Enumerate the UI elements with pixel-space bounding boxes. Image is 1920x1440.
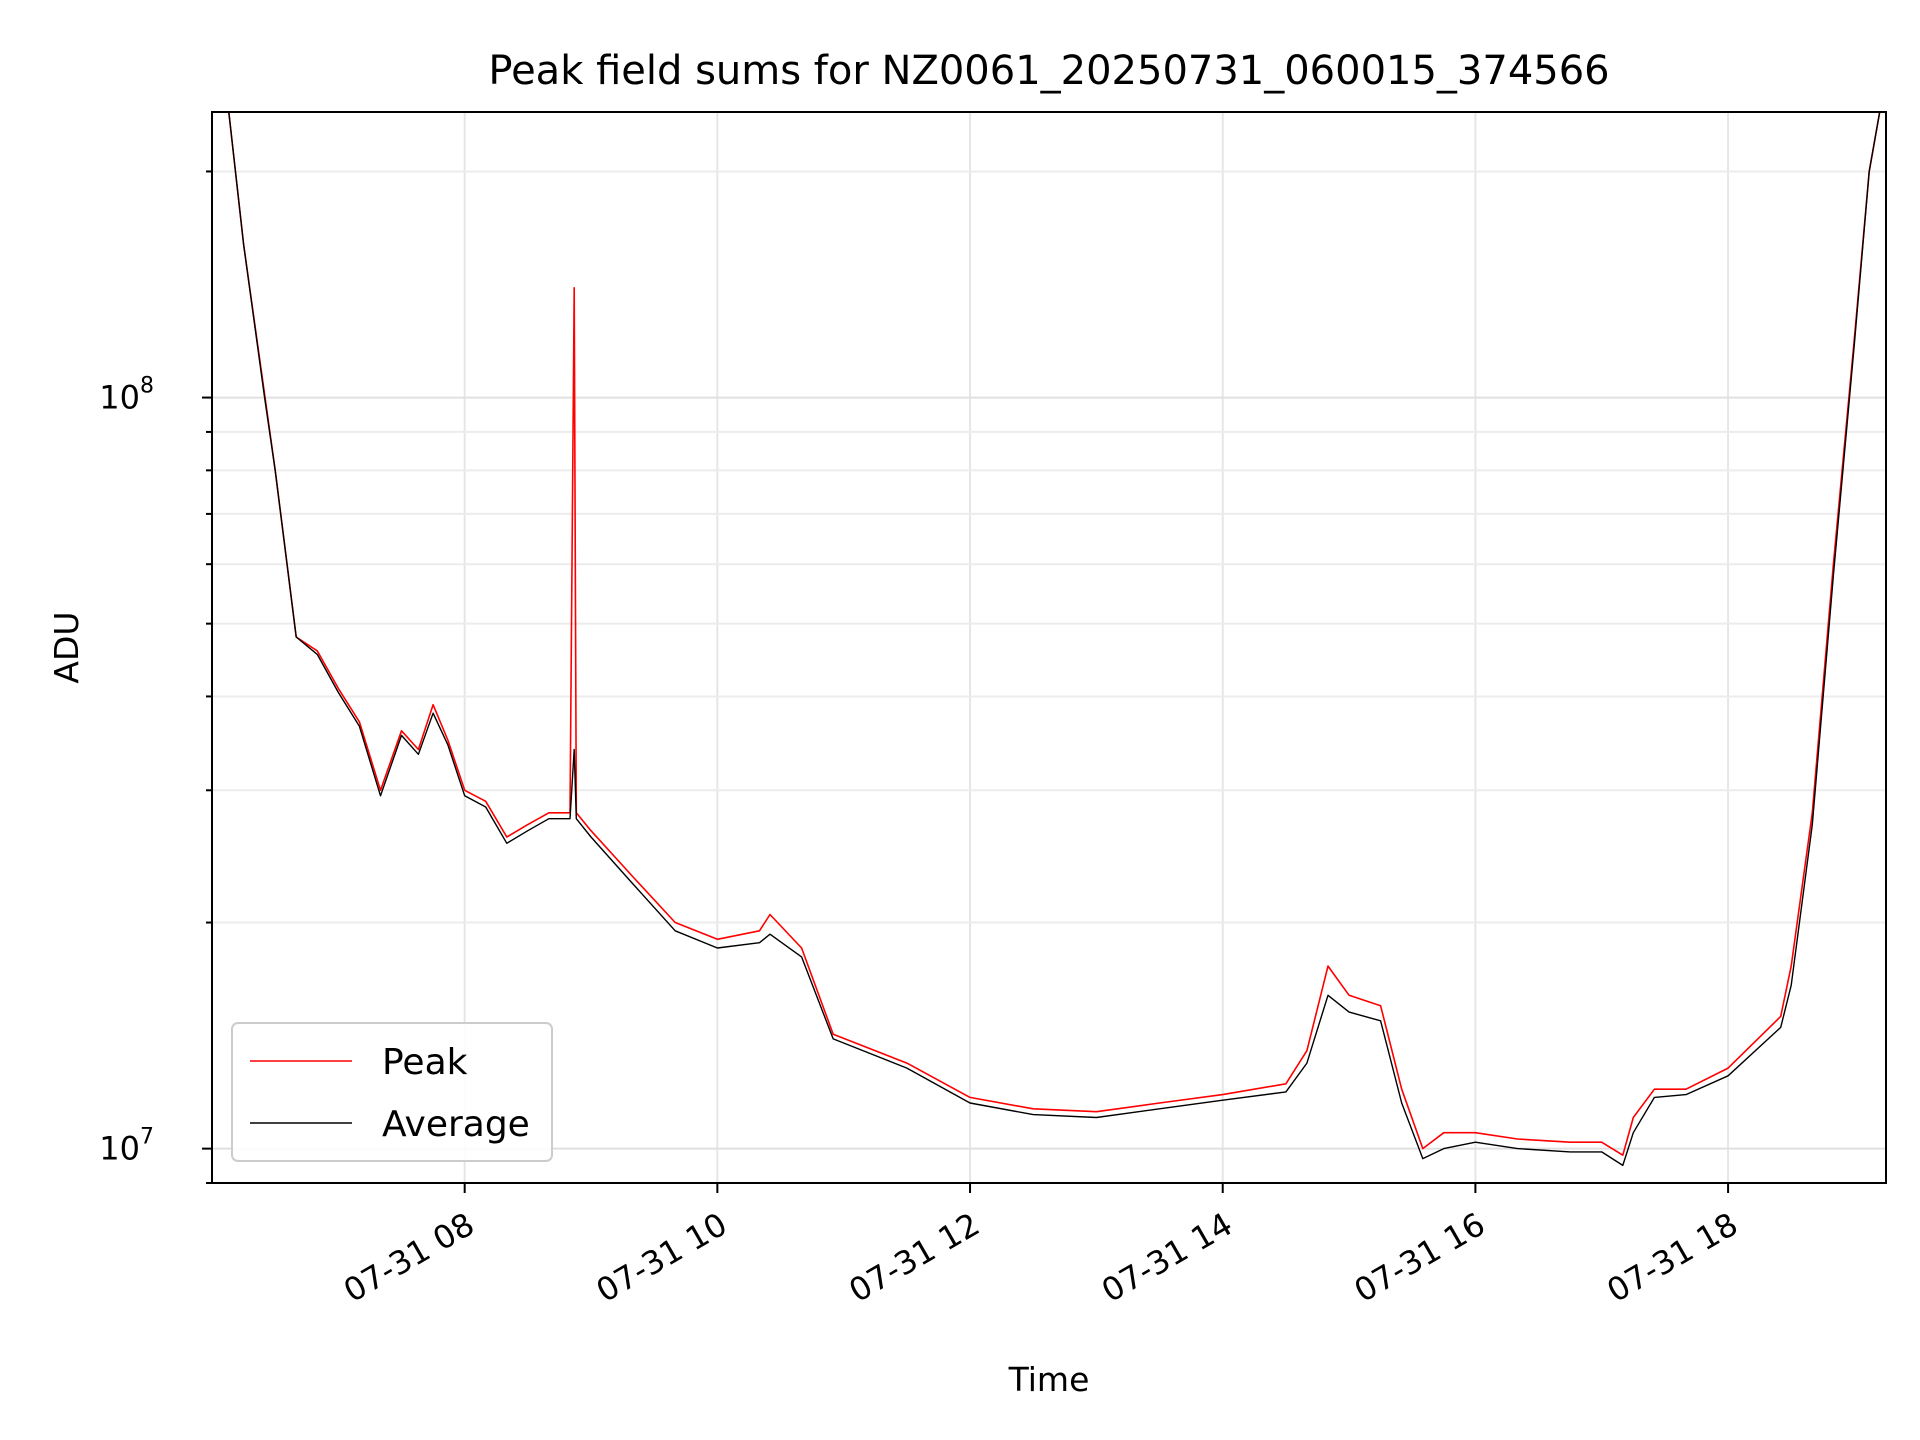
y-tick-label-base: 10	[99, 1130, 140, 1168]
y-tick-label: 108	[99, 374, 154, 417]
series-line-average	[228, 112, 1886, 1167]
y-tick-label-exponent: 7	[140, 1125, 154, 1150]
y-tick-label: 107	[99, 1125, 154, 1168]
chart-title: Peak field sums for NZ0061_20250731_0600…	[488, 48, 1609, 94]
series-layer	[228, 112, 1886, 1167]
legend-label-peak: Peak	[382, 1042, 468, 1083]
y-tick-label-exponent: 8	[140, 374, 154, 399]
series-line-peak	[228, 112, 1886, 1156]
legend-box	[231, 1022, 553, 1162]
plot-frame	[211, 111, 1887, 1184]
y-tick-label-base: 10	[99, 379, 140, 417]
x-axis-label: Time	[1008, 1360, 1090, 1399]
legend: Peak Average	[231, 1022, 553, 1162]
y-axis-label: ADU	[47, 611, 86, 683]
legend-label-average: Average	[382, 1104, 530, 1145]
